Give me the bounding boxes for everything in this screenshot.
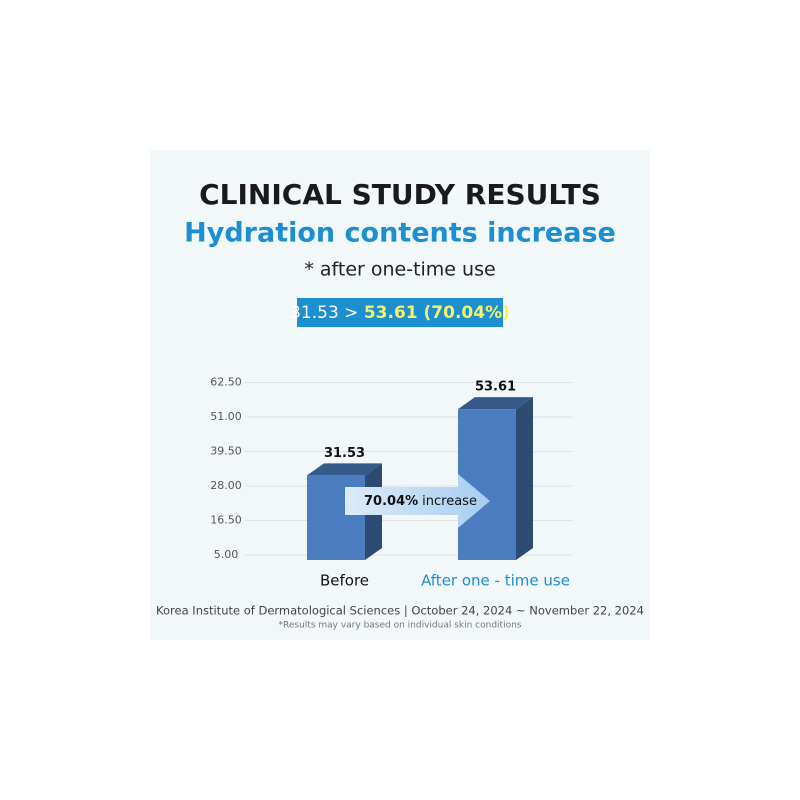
- plot: 5.00 16.50 28.00 39.50 51.00 62.50 31.53 Before…: [210, 376, 573, 590]
- badge-after: 53.61 (70.04%): [364, 303, 510, 323]
- y-tick-label: 16.50: [210, 514, 242, 527]
- badge-text: 31.53 > 53.61 (70.04%): [290, 303, 510, 323]
- badge: [297, 298, 503, 327]
- chart-subtitle: Hydration contents increase: [184, 218, 616, 249]
- badge-before: 31.53 >: [290, 303, 358, 323]
- footnote: *Results may vary based on individual sk…: [279, 621, 522, 631]
- bar-side: [516, 397, 533, 560]
- y-tick-label: 5.00: [214, 548, 239, 561]
- x-tick-label: Before: [320, 572, 369, 590]
- source: Korea Institute of Dermatological Scienc…: [156, 604, 644, 618]
- panel: [150, 150, 650, 640]
- increase-value: 70.04%: [364, 494, 418, 509]
- value-label: 53.61: [475, 380, 516, 395]
- chart-title: CLINICAL STUDY RESULTS: [199, 178, 601, 211]
- increase-word: increase: [422, 494, 477, 509]
- increase-label: 70.04% increase: [364, 494, 477, 509]
- value-label: 31.53: [324, 446, 365, 461]
- y-tick-label: 62.50: [210, 376, 242, 389]
- x-tick-label: After one - time use: [421, 572, 570, 590]
- y-tick-label: 39.50: [210, 445, 242, 458]
- y-tick-label: 51.00: [210, 410, 242, 423]
- increase-arrow: [345, 474, 490, 528]
- bar-top: [307, 463, 382, 476]
- note: * after one-time use: [304, 259, 495, 281]
- y-tick-label: 28.00: [210, 479, 242, 492]
- bar-top: [458, 397, 533, 410]
